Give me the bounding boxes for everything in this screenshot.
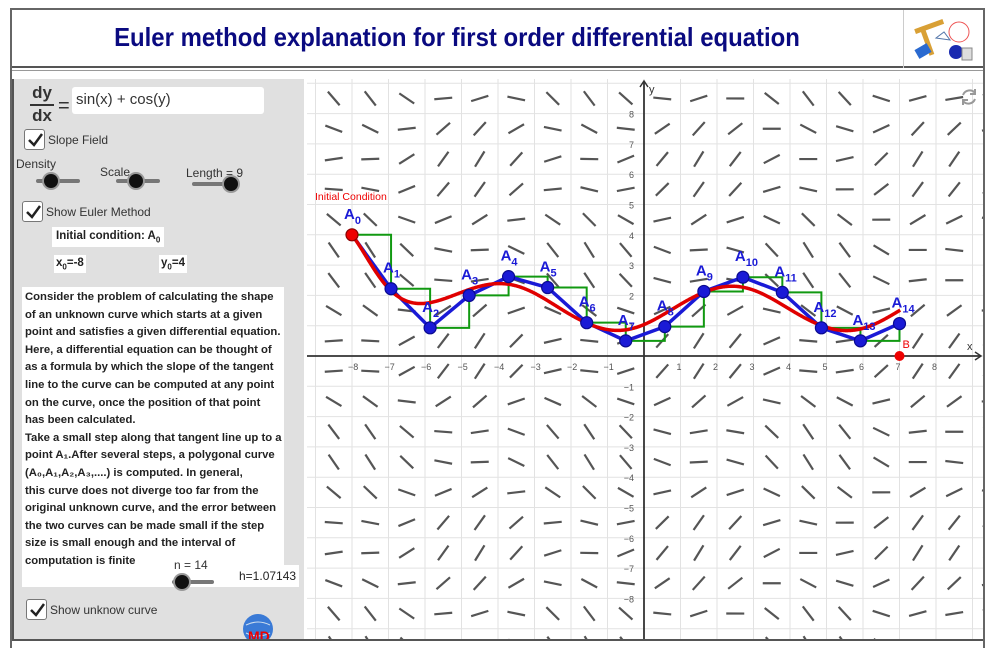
- graph-canvas[interactable]: y x −8 −7 −6 −5 −4 −3 −2 −1 1 2 3 4 5 6 7 8 −8 −7 −6 −5 −4 −3 −2…: [307, 79, 983, 639]
- checkmark-icon: [24, 129, 45, 150]
- svg-text:2: 2: [713, 362, 718, 372]
- checkmark-icon: [26, 599, 47, 620]
- svg-text:−5: −5: [458, 362, 468, 372]
- n-label: n = 14: [172, 558, 210, 572]
- checkmark-icon: [22, 201, 43, 222]
- length-slider-knob[interactable]: [224, 177, 238, 191]
- geometry-tools-logo-icon: [903, 10, 983, 68]
- svg-text:4: 4: [629, 231, 634, 241]
- svg-text:−6: −6: [421, 362, 431, 372]
- density-slider-knob[interactable]: [44, 174, 58, 188]
- header: Euler method explanation for first order…: [12, 10, 983, 68]
- svg-text:−5: −5: [624, 504, 634, 514]
- svg-text:A3: A3: [461, 266, 478, 287]
- scale-label: Scale: [100, 165, 131, 179]
- density-label: Density: [16, 157, 57, 171]
- svg-text:−1: −1: [624, 382, 634, 392]
- svg-text:−1: −1: [604, 362, 614, 372]
- x0-label: x0=-8: [54, 255, 86, 274]
- svg-text:3: 3: [629, 261, 634, 271]
- svg-text:6: 6: [629, 170, 634, 180]
- svg-text:4: 4: [786, 362, 791, 372]
- n-slider[interactable]: [172, 575, 214, 589]
- svg-text:−2: −2: [624, 413, 634, 423]
- svg-text:2: 2: [629, 291, 634, 301]
- svg-text:B: B: [903, 339, 910, 351]
- svg-text:5: 5: [629, 201, 634, 211]
- svg-text:−8: −8: [624, 594, 634, 604]
- reset-icon[interactable]: [959, 87, 979, 107]
- svg-text:6: 6: [859, 362, 864, 372]
- svg-text:1: 1: [677, 362, 682, 372]
- control-panel: dy dx = sin(x) + cos(y) Slope Field Dens…: [12, 79, 304, 639]
- n-slider-knob[interactable]: [175, 575, 189, 589]
- svg-text:−6: −6: [624, 534, 634, 544]
- slope-field-checkbox[interactable]: Slope Field: [24, 129, 108, 150]
- step-size-label: h=1.07143: [236, 565, 300, 587]
- bottom-bar: [12, 639, 983, 649]
- svg-text:−4: −4: [494, 362, 504, 372]
- density-slider[interactable]: [36, 174, 80, 188]
- svg-text:MD: MD: [248, 628, 270, 639]
- scale-slider-knob[interactable]: [129, 174, 143, 188]
- svg-text:−7: −7: [385, 362, 395, 372]
- svg-text:−3: −3: [624, 443, 634, 453]
- page-title: Euler method explanation for first order…: [114, 22, 800, 52]
- svg-text:8: 8: [932, 362, 937, 372]
- svg-text:Initial Condition: Initial Condition: [315, 191, 387, 203]
- svg-text:A12: A12: [813, 299, 836, 320]
- show-euler-checkbox[interactable]: Show Euler Method: [22, 201, 151, 222]
- svg-text:3: 3: [750, 362, 755, 372]
- y0-label: y0=4: [159, 255, 187, 274]
- svg-text:−7: −7: [624, 564, 634, 574]
- geogebra-applet: dy dx = sin(x) + cos(y) Slope Field Dens…: [12, 70, 983, 649]
- svg-text:5: 5: [823, 362, 828, 372]
- svg-text:−3: −3: [531, 362, 541, 372]
- svg-text:x: x: [967, 341, 973, 353]
- svg-text:7: 7: [896, 362, 901, 372]
- app-frame: Euler method explanation for first order…: [10, 8, 985, 649]
- globe-logo-icon: MD: [242, 613, 274, 639]
- svg-text:−8: −8: [348, 362, 358, 372]
- svg-text:7: 7: [629, 140, 634, 150]
- initial-condition-label: Initial condition: A0: [52, 227, 165, 248]
- length-slider[interactable]: [192, 177, 238, 191]
- svg-text:A11: A11: [774, 263, 796, 284]
- graphics-view[interactable]: y x −8 −7 −6 −5 −4 −3 −2 −1 1 2 3 4 5 6 7 8 −8 −7 −6 −5 −4 −3 −2…: [307, 79, 983, 639]
- svg-text:1: 1: [629, 322, 634, 332]
- derivative-fraction: dy dx: [30, 83, 54, 126]
- length-label: Length = 9: [186, 166, 244, 180]
- svg-text:−4: −4: [624, 473, 634, 483]
- explanation-text: Consider the problem of calculating the …: [22, 287, 284, 587]
- equals-sign: =: [58, 95, 70, 117]
- svg-text:A10: A10: [735, 248, 758, 269]
- svg-text:y: y: [649, 84, 655, 96]
- show-curve-checkbox[interactable]: Show unknow curve: [26, 599, 157, 620]
- function-input[interactable]: sin(x) + cos(y): [72, 87, 264, 114]
- svg-text:8: 8: [629, 110, 634, 120]
- svg-text:−2: −2: [567, 362, 577, 372]
- scale-slider[interactable]: [116, 174, 160, 188]
